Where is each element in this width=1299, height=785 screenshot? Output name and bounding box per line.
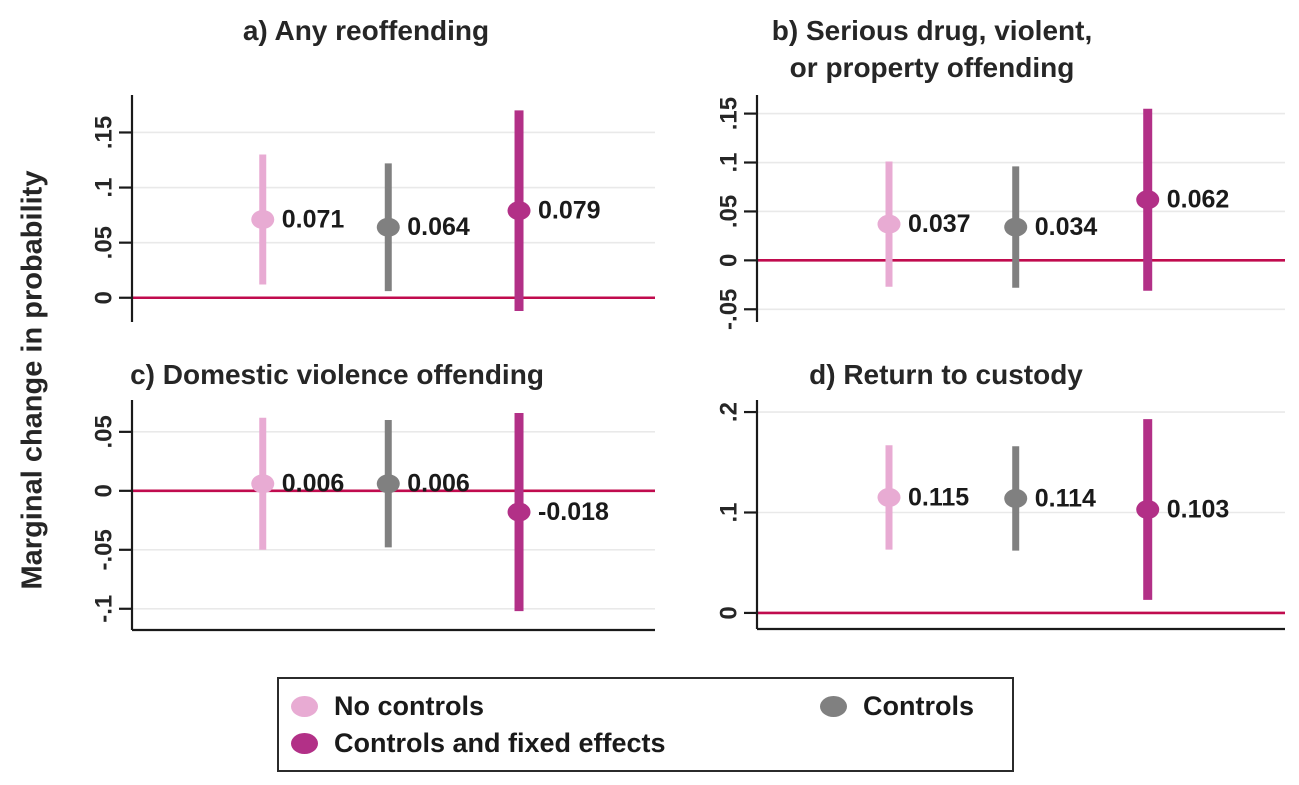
controls-marker-icon — [820, 695, 847, 717]
point-value-label: 0.103 — [1167, 495, 1230, 523]
y-tick-label: 0 — [716, 606, 743, 619]
panel-b-title: b) Serious drug, violent, or property of… — [771, 15, 1093, 83]
y-tick-label: 0 — [91, 291, 118, 304]
y-tick-label: 0 — [91, 484, 118, 497]
point-estimate-marker — [1136, 499, 1160, 519]
legend: No controls Controls Controls and fixed … — [277, 677, 1014, 772]
legend-label: Controls and fixed effects — [334, 727, 666, 758]
point-value-label: 0.037 — [908, 210, 971, 238]
legend-item-no-controls: No controls — [291, 687, 484, 725]
panel-b: -.05 0 .05 .1 .15 0.037 0.034 0.062 — [716, 95, 1285, 330]
y-tick-label: .05 — [91, 226, 118, 259]
legend-item-controls: Controls — [820, 687, 974, 725]
panel-a: 0 .05 .1 .15 0.071 0.064 0.079 — [91, 95, 655, 322]
point-estimate-marker — [507, 201, 531, 221]
point-estimate-marker — [251, 474, 275, 494]
y-tick-label: .1 — [91, 178, 118, 198]
point-estimate-marker — [251, 210, 275, 230]
no-controls-marker-icon — [291, 695, 318, 717]
point-value-label: 0.062 — [1167, 186, 1230, 214]
y-tick-label: .15 — [716, 97, 743, 130]
panel-d: 0 .1 .2 0.115 0.114 0.103 — [716, 400, 1285, 631]
panel-c: -.1 -.05 0 .05 0.006 0.006 -0.018 — [91, 400, 655, 632]
point-estimate-marker — [877, 214, 901, 234]
point-estimate-marker — [877, 487, 901, 507]
point-value-label: 0.079 — [538, 197, 601, 225]
point-estimate-marker — [507, 502, 531, 522]
legend-label: No controls — [334, 690, 485, 721]
point-value-label: 0.071 — [282, 206, 345, 234]
panel-a-title: a) Any reoffending — [242, 15, 490, 46]
point-estimate-marker — [376, 217, 400, 237]
y-axis-label: Marginal change in probability — [16, 170, 49, 590]
y-tick-label: -.05 — [91, 529, 118, 570]
point-value-label: 0.114 — [1035, 484, 1096, 512]
y-tick-label: -.1 — [91, 595, 118, 623]
point-value-label: 0.115 — [908, 483, 969, 511]
point-estimate-marker — [1004, 217, 1028, 237]
point-value-label: 0.034 — [1035, 213, 1098, 241]
point-estimate-marker — [376, 474, 400, 494]
point-estimate-marker — [1136, 190, 1160, 210]
point-value-label: 0.006 — [407, 470, 470, 498]
panel-d-title: d) Return to custody — [809, 359, 1083, 390]
y-tick-label: .1 — [716, 502, 743, 522]
legend-item-controls-fixed-effects: Controls and fixed effects — [291, 724, 666, 762]
y-tick-label: .2 — [716, 402, 743, 422]
panel-c-title: c) Domestic violence offending — [130, 359, 544, 390]
legend-label: Controls — [863, 690, 974, 721]
y-tick-label: .15 — [91, 116, 118, 149]
point-value-label: 0.006 — [282, 470, 345, 498]
point-value-label: 0.064 — [407, 213, 470, 241]
y-tick-label: .1 — [716, 153, 743, 173]
controls-fixed-effects-marker-icon — [291, 732, 318, 754]
y-tick-label: .05 — [716, 195, 743, 228]
point-value-label: -0.018 — [538, 498, 609, 526]
y-tick-label: .05 — [91, 415, 118, 448]
y-tick-label: -.05 — [716, 289, 743, 330]
point-estimate-marker — [1004, 488, 1028, 508]
y-tick-label: 0 — [716, 254, 743, 267]
